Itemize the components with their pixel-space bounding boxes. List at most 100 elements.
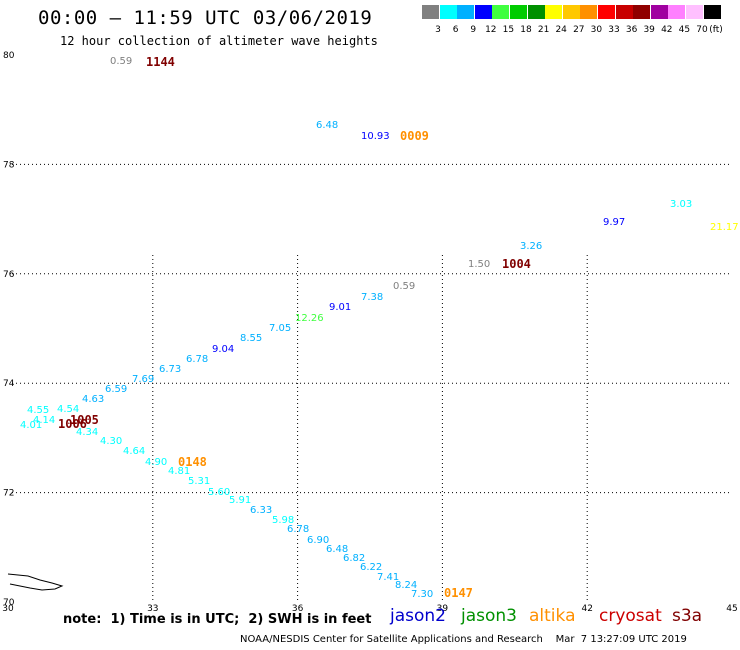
swh-value: 6.22	[360, 562, 382, 573]
swh-value: 6.59	[105, 384, 127, 395]
y-tick-label: 74	[3, 379, 15, 389]
swh-value: 6.90	[307, 535, 329, 546]
swh-value: 0.59	[110, 56, 132, 67]
colorbar-swatch	[686, 5, 703, 19]
x-tick-label: 30	[2, 604, 14, 614]
colorbar-swatch	[703, 5, 721, 19]
colorbar-label: 36	[625, 25, 638, 35]
swh-value: 3.03	[670, 199, 692, 210]
colorbar-label: 45	[678, 25, 691, 35]
swh-value: 4.90	[145, 457, 167, 468]
y-tick-label: 80	[3, 51, 15, 61]
swh-value: 7.41	[377, 572, 399, 583]
colorbar-label: 9	[470, 25, 477, 35]
colorbar-label: 30	[590, 25, 603, 35]
swh-value: 4.34	[76, 427, 98, 438]
x-tick-label: 42	[581, 604, 592, 614]
pass-time-label: 1004	[502, 257, 531, 271]
pass-time-label: 0147	[444, 586, 473, 600]
pass-time-label: 1005	[70, 413, 99, 427]
colorbar-swatch	[474, 5, 492, 19]
swh-value: 3.26	[520, 241, 542, 252]
credit-line: NOAA/NESDIS Center for Satellite Applica…	[240, 634, 687, 645]
swh-value: 6.33	[250, 505, 272, 516]
swh-value: 21.17	[710, 222, 739, 233]
swh-value: 9.04	[212, 344, 234, 355]
swh-value: 10.93	[361, 131, 390, 142]
coastline	[7, 573, 64, 591]
swh-value: 7.38	[361, 292, 383, 303]
colorbar-unit: (ft)	[709, 25, 723, 35]
colorbar-label: 18	[520, 25, 532, 35]
colorbar-swatch	[422, 5, 439, 19]
swh-value: 12.26	[295, 313, 324, 324]
colorbar-swatch	[598, 5, 615, 19]
colorbar-swatch	[615, 5, 633, 19]
colorbar-label: 24	[555, 25, 567, 35]
legend-cryosat: cryosat	[599, 606, 662, 626]
swh-value: 7.05	[269, 323, 291, 334]
swh-value: 4.63	[82, 394, 104, 405]
x-tick-label: 45	[726, 604, 737, 614]
colorbar-label: 15	[502, 25, 515, 35]
colorbar-label: 70	[696, 25, 708, 35]
swh-value: 5.91	[229, 495, 251, 506]
swh-value: 8.24	[395, 580, 417, 591]
colorbar-swatch	[545, 5, 563, 19]
colorbar-swatch	[633, 5, 651, 19]
colorbar-label: 21	[537, 25, 550, 35]
swh-value: 5.60	[208, 487, 230, 498]
swh-value: 9.97	[603, 217, 625, 228]
x-tick-label: 33	[147, 604, 158, 614]
colorbar-swatch	[439, 5, 457, 19]
y-tick-label: 78	[3, 160, 15, 170]
swh-value: 4.01	[20, 420, 42, 431]
x-tick-label: 39	[437, 604, 449, 614]
swh-value: 6.73	[159, 364, 181, 375]
colorbar-label: 6	[452, 25, 459, 35]
colorbar-label: 33	[608, 25, 620, 35]
swh-value: 6.78	[186, 354, 208, 365]
colorbar-swatch	[650, 5, 668, 19]
swh-value: 4.30	[100, 436, 122, 447]
y-tick-label: 70	[3, 598, 15, 608]
colorbar-label: 12	[485, 25, 497, 35]
colorbar-label: 27	[573, 25, 585, 35]
swh-value: 6.78	[287, 524, 309, 535]
swh-value: 9.01	[329, 302, 351, 313]
colorbar-label: 39	[643, 25, 655, 35]
swh-value: 1.50	[468, 259, 490, 270]
swh-value: 5.31	[188, 476, 210, 487]
colorbar-swatch	[527, 5, 545, 19]
footer-note: note: 1) Time is in UTC; 2) SWH is in fe…	[63, 612, 372, 627]
legend-s3a: s3a	[672, 606, 703, 626]
swh-value: 6.48	[316, 120, 338, 131]
swh-value: 4.81	[168, 466, 190, 477]
pass-time-label: 1144	[146, 55, 175, 69]
legend-jason2: jason2	[390, 606, 446, 626]
swh-value: 4.55	[27, 405, 49, 416]
y-tick-label: 72	[3, 489, 14, 499]
colorbar-swatch	[492, 5, 510, 19]
swh-value: 5.98	[272, 515, 294, 526]
legend-jason3: jason3	[461, 606, 517, 626]
map-title: 00:00 – 11:59 UTC 03/06/2019	[38, 7, 373, 29]
colorbar-swatch	[457, 5, 475, 19]
pass-time-label: 1006	[58, 417, 87, 431]
swh-value: 7.30	[411, 589, 433, 600]
y-tick-label: 76	[3, 270, 15, 280]
x-tick-label: 36	[292, 604, 304, 614]
swh-value: 4.64	[123, 446, 145, 457]
colorbar-swatch	[510, 5, 527, 19]
swh-value: 6.82	[343, 553, 365, 564]
swh-value: 4.54	[57, 404, 79, 415]
colorbar-swatch	[562, 5, 580, 19]
swh-value: 0.59	[393, 281, 415, 292]
colorbar-label: 42	[661, 25, 673, 35]
swh-value: 8.55	[240, 333, 262, 344]
colorbar-swatch	[580, 5, 598, 19]
swh-value: 6.48	[326, 544, 348, 555]
pass-time-label: 0009	[400, 129, 429, 143]
map-subtitle: 12 hour collection of altimeter wave hei…	[60, 34, 378, 48]
